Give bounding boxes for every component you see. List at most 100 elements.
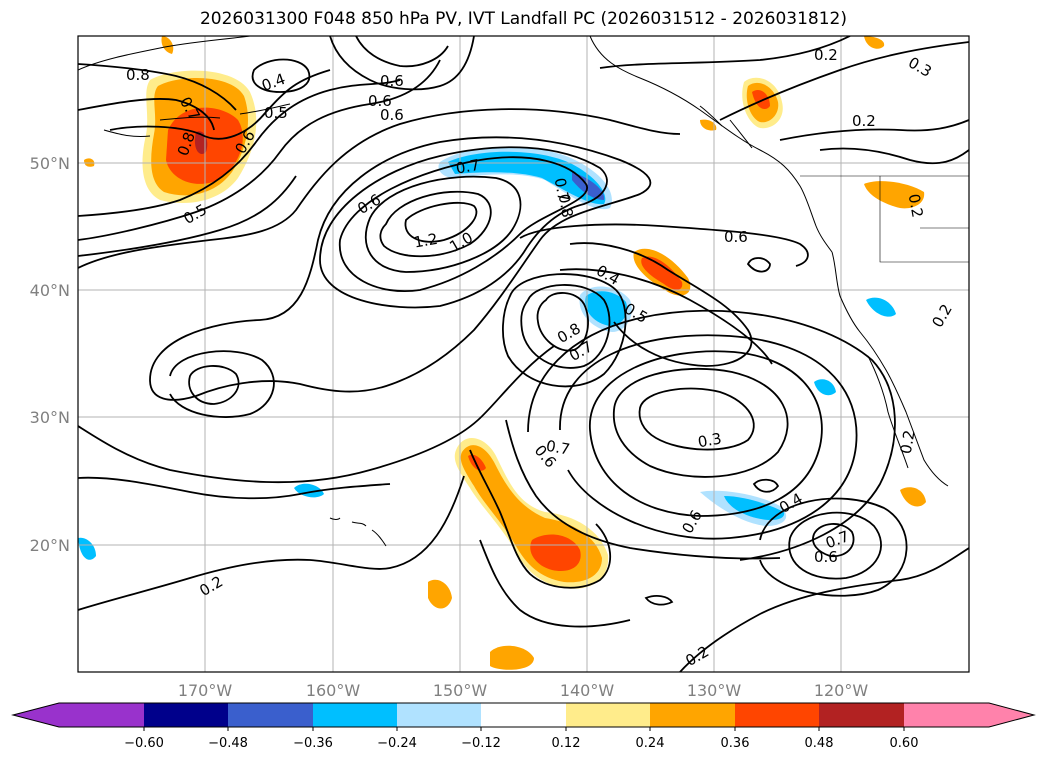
contour-1-2 — [404, 202, 478, 243]
lon-tick-label: 120°W — [814, 681, 869, 700]
contour-nw-0-8 — [78, 63, 237, 111]
contour-nw-0-6 — [109, 69, 331, 140]
lon-axis-labels: 170°W 160°W 150°W 140°W 130°W 120°W — [178, 681, 869, 700]
colorbar-tick-label: −0.24 — [377, 736, 417, 751]
contour-label: 0.2 — [814, 46, 838, 64]
contour-label: 0.7 — [454, 156, 481, 178]
lon-tick-label: 130°W — [687, 681, 742, 700]
colorbar-tick-label: 0.12 — [552, 736, 581, 751]
contour-0-4-b — [78, 345, 555, 484]
contour-nw-0-5 — [78, 79, 401, 217]
contour-0-2-south — [78, 475, 465, 611]
contour-label: 0.7 — [551, 176, 573, 203]
contour-0-5-big — [149, 136, 652, 401]
contour-labels: 0.8 0.7 0.8 0.6 0.5 0.4 0.5 0.6 0.6 0.6 … — [126, 46, 956, 670]
colorbar-segment — [481, 703, 566, 727]
contour-0-6 — [319, 146, 608, 309]
contour-0-6-b — [502, 273, 627, 388]
contour-0-2-southeast — [679, 547, 969, 672]
pv-shade-central-inner — [530, 534, 581, 572]
lat-tick-label: 40°N — [30, 281, 70, 300]
lon-tick-label: 140°W — [560, 681, 615, 700]
contour-0-4-low — [612, 367, 789, 478]
contour-0-4-c — [559, 268, 773, 365]
pv-shade-blue-40n-2 — [585, 291, 628, 326]
colorbar: −0.60 −0.48 −0.36 −0.24 −0.12 0.12 0.24 … — [11, 702, 1036, 751]
pv-shade-small-6 — [161, 36, 174, 54]
pv-shade-small-5 — [864, 36, 885, 49]
pv-shade-small-3 — [428, 579, 452, 609]
contour-0-8 — [364, 175, 522, 273]
colorbar-extend-low — [13, 703, 59, 727]
lat-tick-label: 20°N — [30, 536, 70, 555]
colorbar-tick-label: −0.48 — [208, 736, 248, 751]
colorbar-segment — [735, 703, 819, 727]
pv-shade-coast-1 — [864, 181, 925, 209]
colorbar-tick-label: 0.24 — [636, 736, 665, 751]
pv-shade-small-7 — [700, 119, 717, 131]
colorbar-tick-label: −0.60 — [124, 736, 164, 751]
pv-shade-small-4 — [490, 645, 534, 670]
colorbar-segment — [904, 703, 989, 727]
contour-0-7 — [339, 156, 589, 292]
contour-0-6-se — [788, 511, 882, 580]
colorbar-segment — [144, 703, 228, 727]
contour-ne-0-2-b — [779, 119, 969, 141]
pv-shade-red-40n — [641, 256, 683, 290]
colorbar-segment — [59, 703, 144, 727]
lon-tick-label: 150°W — [433, 681, 488, 700]
contour-label: 0.8 — [555, 192, 577, 219]
contour-label: 0.2 — [852, 112, 876, 130]
lon-tick-label: 170°W — [178, 681, 233, 700]
contour-plume-b — [505, 419, 781, 560]
contour-label: 0.2 — [897, 429, 919, 456]
contour-ne-0-3-b — [819, 147, 969, 165]
graticule — [78, 36, 969, 672]
lat-tick-label: 50°N — [30, 154, 70, 173]
contour-label: 0.6 — [814, 548, 838, 566]
colorbar-tick-label: 0.60 — [890, 736, 919, 751]
contour-label: 0.6 — [380, 72, 404, 90]
pv-shade-ne-inner — [752, 89, 770, 110]
pv-shade-blue-north-3 — [572, 172, 605, 200]
contour-small-sq — [644, 595, 674, 606]
contour-0-5-se — [759, 497, 908, 597]
colorbar-extend-high — [989, 703, 1034, 727]
contour-label: 0.5 — [264, 104, 288, 122]
coastlines — [78, 36, 969, 547]
pv-shade-coast-3 — [814, 379, 836, 396]
colorbar-segment — [397, 703, 481, 727]
colorbar-segment — [313, 703, 397, 727]
contour-0-3-low — [638, 387, 755, 451]
contour-label: 1.2 — [412, 230, 439, 252]
contour-0-5-c — [569, 242, 753, 367]
lon-tick-label: 160°W — [306, 681, 361, 700]
pv-shade-coast-2 — [866, 297, 896, 317]
contour-plume-c — [479, 539, 631, 628]
hawaii — [329, 517, 387, 547]
pv-shade-central-small — [468, 454, 486, 471]
contour-small-east — [746, 257, 771, 273]
state-border-2 — [879, 176, 969, 263]
colorbar-tick-label: 0.48 — [805, 736, 834, 751]
colorbar-tick-label: 0.36 — [721, 736, 750, 751]
contour-label: 0.6 — [380, 106, 404, 124]
ak-islands — [699, 105, 753, 149]
contour-north-top — [329, 36, 475, 91]
colorbar-tick-label: −0.12 — [461, 736, 501, 751]
pv-shading — [78, 36, 926, 670]
map-panel[interactable]: 0.8 0.7 0.8 0.6 0.5 0.4 0.5 0.6 0.6 0.6 … — [77, 35, 970, 673]
map-title: 2026031300 F048 850 hPa PV, IVT Landfall… — [199, 9, 847, 29]
contour-label: 0.8 — [126, 66, 150, 84]
map-frame — [77, 35, 970, 673]
contour-label: 0.3 — [696, 429, 723, 451]
colorbar-segment — [566, 703, 650, 727]
contour-label: 0.2 — [905, 192, 927, 219]
contour-north-top-b — [355, 36, 449, 68]
contour-nw-0-7 — [78, 98, 215, 131]
pv-shade-blue-sub-2 — [724, 496, 785, 520]
pv-shade-small-2 — [78, 537, 96, 560]
contour-ne-0-3 — [599, 36, 851, 69]
colorbar-segment — [819, 703, 904, 727]
